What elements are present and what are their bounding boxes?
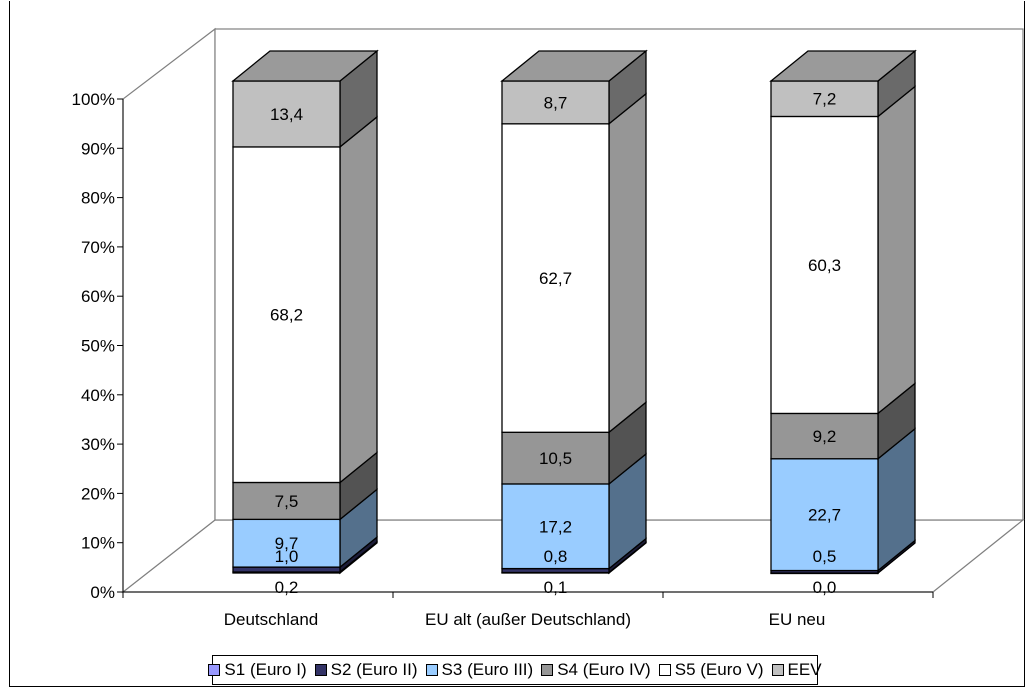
legend-label: EEV xyxy=(787,660,822,679)
bar-segment xyxy=(232,566,341,573)
chart-frame xyxy=(9,1,1025,687)
data-label: 7,5 xyxy=(275,492,299,511)
legend-item: S3 (Euro III) xyxy=(425,660,534,680)
legend-swatch xyxy=(425,664,438,676)
y-tick-label: 80% xyxy=(81,189,115,208)
y-tick-label: 10% xyxy=(81,534,115,553)
legend-item: EEV xyxy=(771,660,822,680)
data-label: 8,7 xyxy=(544,93,568,112)
legend-item: S1 (Euro I) xyxy=(208,660,307,680)
data-label: 60,3 xyxy=(808,256,841,275)
y-tick-label: 30% xyxy=(81,435,115,454)
legend-label: S1 (Euro I) xyxy=(224,660,307,679)
y-tick-label: 50% xyxy=(81,337,115,356)
bar-segment xyxy=(232,80,341,148)
data-label: 9,2 xyxy=(813,427,837,446)
legend-item: S2 (Euro II) xyxy=(314,660,418,680)
bar-segment xyxy=(770,458,879,572)
x-category-label: EU alt (außer Deutschland) xyxy=(425,610,631,629)
legend-label: S5 (Euro V) xyxy=(674,660,764,679)
legend-label: S3 (Euro III) xyxy=(441,660,534,679)
bar-segment xyxy=(232,481,341,521)
legend-swatch xyxy=(314,664,327,676)
y-tick-label: 60% xyxy=(81,287,115,306)
data-label: 0,2 xyxy=(275,578,299,597)
bar-side-face xyxy=(608,92,647,434)
bar-segment xyxy=(770,115,879,415)
bar-segment xyxy=(770,412,879,460)
data-label: 22,7 xyxy=(808,506,841,525)
data-label: 17,2 xyxy=(539,517,572,536)
y-tick-label: 40% xyxy=(81,386,115,405)
bar-side-face xyxy=(877,85,916,415)
bar-side-face xyxy=(339,115,378,484)
bar-segment xyxy=(501,483,610,570)
data-label: 13,4 xyxy=(270,105,303,124)
y-tick-label: 90% xyxy=(81,139,115,158)
y-tick-label: 20% xyxy=(81,484,115,503)
x-category-label: Deutschland xyxy=(224,610,319,629)
y-tick-label: 0% xyxy=(90,583,115,602)
legend-swatch xyxy=(541,664,554,676)
bar-segment xyxy=(501,80,610,125)
legend-swatch xyxy=(771,664,784,676)
legend-swatch xyxy=(208,664,221,676)
data-label: 0,1 xyxy=(544,578,568,597)
data-label: 68,2 xyxy=(270,306,303,325)
legend-item: S4 (Euro IV) xyxy=(541,660,651,680)
data-label: 7,2 xyxy=(813,90,837,109)
y-tick-label: 100% xyxy=(72,90,115,109)
x-category-label: EU neu xyxy=(769,610,826,629)
chart-side-wall xyxy=(122,27,216,594)
data-label: 9,7 xyxy=(275,534,299,553)
legend-label: S2 (Euro II) xyxy=(330,660,418,679)
y-tick-label: 70% xyxy=(81,238,115,257)
data-label: 0,8 xyxy=(544,547,568,566)
legend-swatch xyxy=(658,664,671,676)
bar-segment xyxy=(770,80,879,118)
legend-label: S4 (Euro IV) xyxy=(557,660,651,679)
data-label: 10,5 xyxy=(539,449,572,468)
bar-top-face xyxy=(231,50,379,82)
data-label: 62,7 xyxy=(539,269,572,288)
bar-segment xyxy=(501,431,610,485)
data-label: 1,0 xyxy=(275,547,299,566)
data-label: 0,5 xyxy=(813,547,837,566)
chart-legend: S1 (Euro I) S2 (Euro II) S3 (Euro III) S4 (… xyxy=(208,655,822,685)
bar-top-face xyxy=(500,50,648,82)
bar-top-face xyxy=(769,50,917,82)
data-label: 0,0 xyxy=(813,578,837,597)
bar-segment xyxy=(232,146,341,484)
legend-item: S5 (Euro V) xyxy=(658,660,764,680)
